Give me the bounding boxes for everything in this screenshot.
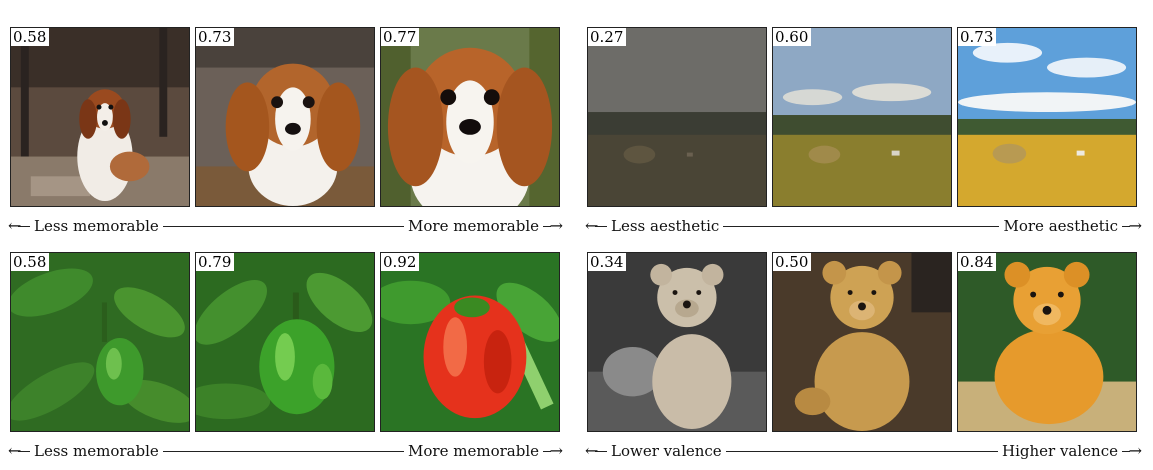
dog-photo-3: [381, 28, 559, 206]
score-label: 0.84: [958, 253, 997, 271]
axis-line: [595, 226, 1130, 227]
axis-left-label: Less aesthetic: [607, 215, 724, 237]
score-label: 0.92: [381, 253, 420, 271]
dog-image-1: 0.58: [10, 27, 190, 207]
right-arrow-icon: →: [549, 441, 563, 460]
left-arrow-icon: ←: [8, 441, 22, 460]
score-label: 0.73: [196, 28, 235, 46]
right-arrow-icon: →: [549, 216, 563, 235]
score-label: 0.73: [958, 28, 997, 46]
dog-image-3: 0.77: [380, 27, 560, 207]
dog-photo-1: [11, 28, 189, 206]
left-arrow-icon: ←: [585, 441, 599, 460]
axis-aesthetic: ← Less aesthetic More aesthetic →: [585, 215, 1142, 237]
left-arrow-icon: ←: [585, 216, 599, 235]
score-label: 0.79: [196, 253, 235, 271]
dog-image-2: 0.73: [195, 27, 375, 207]
axis-line: [595, 451, 1130, 452]
axis-right-label: Higher valence: [998, 440, 1122, 462]
axis-left-label: Lower valence: [607, 440, 726, 462]
axis-right-label: More memorable: [404, 215, 543, 237]
axis-right-label: More memorable: [404, 440, 543, 462]
field-photo-3: [958, 28, 1136, 206]
field-image-2: 0.60: [772, 27, 952, 207]
axis-memorability-top: ← Less memorable More memorable →: [8, 215, 563, 237]
score-label: 0.58: [11, 28, 50, 46]
score-label: 0.50: [773, 253, 812, 271]
right-arrow-icon: →: [1128, 441, 1142, 460]
pepper-photo-3: [381, 253, 559, 431]
bear-image-1: 0.34: [587, 252, 767, 432]
axis-valence: ← Lower valence Higher valence →: [585, 440, 1142, 462]
bear-image-3: 0.84: [957, 252, 1137, 432]
bear-image-2: 0.50: [772, 252, 952, 432]
pepper-image-3: 0.92: [380, 252, 560, 432]
right-arrow-icon: →: [1128, 216, 1142, 235]
axis-memorability-bottom: ← Less memorable More memorable →: [8, 440, 563, 462]
dog-photo-2: [196, 28, 374, 206]
axis-left-label: Less memorable: [30, 440, 163, 462]
score-label: 0.60: [773, 28, 812, 46]
axis-left-label: Less memorable: [30, 215, 163, 237]
bear-photo-1: [588, 253, 766, 431]
field-photo-1: [588, 28, 766, 206]
field-image-3: 0.73: [957, 27, 1137, 207]
score-label: 0.27: [588, 28, 627, 46]
score-label: 0.77: [381, 28, 420, 46]
pepper-image-2: 0.79: [195, 252, 375, 432]
bear-photo-3: [958, 253, 1136, 431]
axis-line: [18, 226, 551, 227]
score-label: 0.58: [11, 253, 50, 271]
axis-right-label: More aesthetic: [999, 215, 1122, 237]
field-photo-2: [773, 28, 951, 206]
field-image-1: 0.27: [587, 27, 767, 207]
pepper-photo-1: [11, 253, 189, 431]
score-label: 0.34: [588, 253, 627, 271]
bear-photo-2: [773, 253, 951, 431]
axis-line: [18, 451, 551, 452]
pepper-photo-2: [196, 253, 374, 431]
left-arrow-icon: ←: [8, 216, 22, 235]
pepper-image-1: 0.58: [10, 252, 190, 432]
